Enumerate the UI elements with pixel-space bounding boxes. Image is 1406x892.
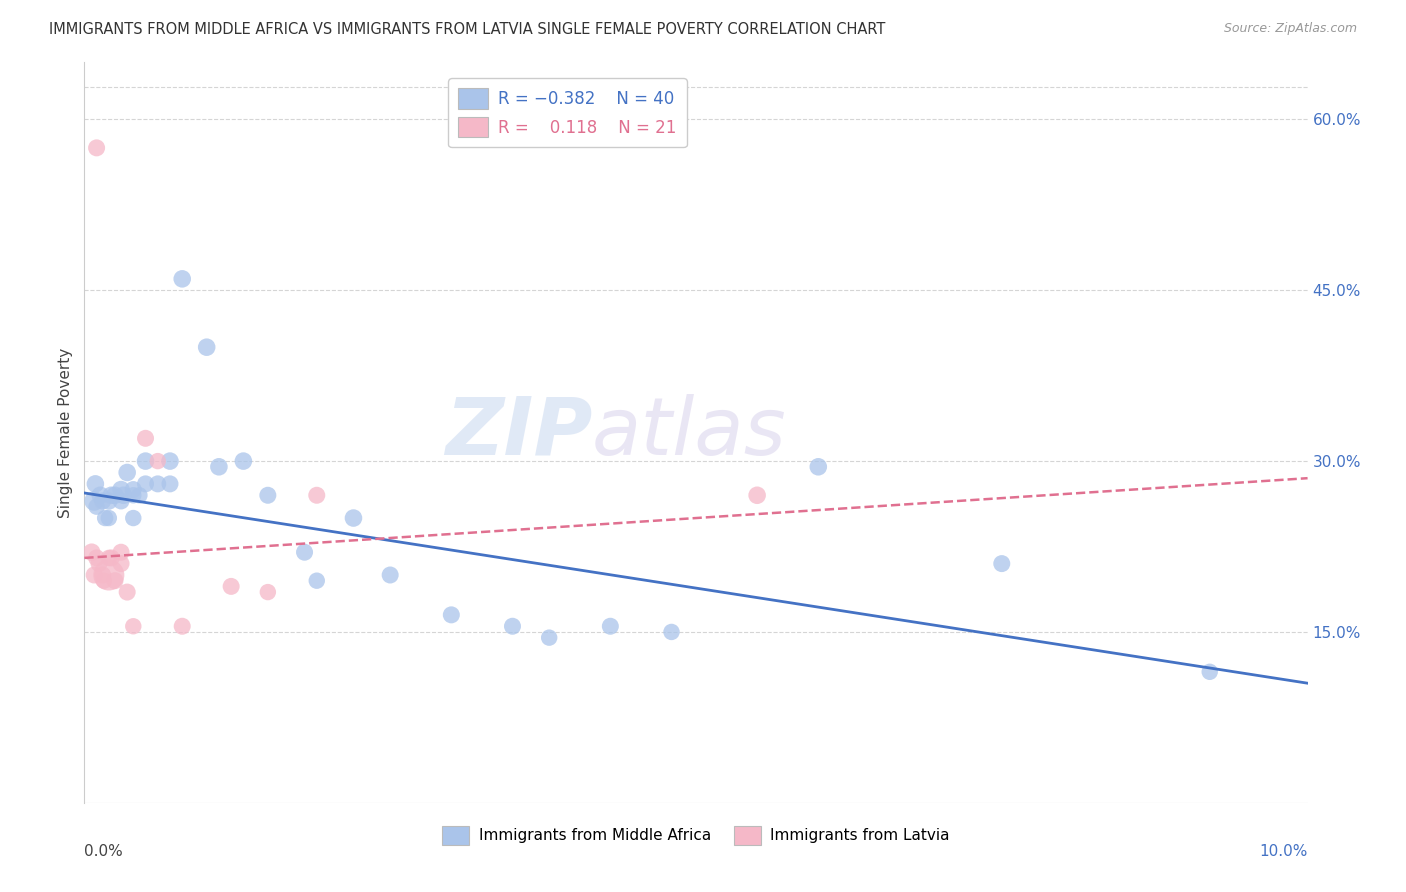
- Point: [122, 619, 145, 633]
- Point: [87, 557, 110, 571]
- Point: [146, 476, 169, 491]
- Point: [97, 568, 120, 582]
- Point: [1198, 665, 1220, 679]
- Point: [172, 619, 194, 633]
- Point: [195, 340, 218, 354]
- Point: [305, 488, 328, 502]
- Point: [97, 494, 120, 508]
- Point: [86, 141, 108, 155]
- Text: 0.0%: 0.0%: [84, 844, 124, 858]
- Point: [208, 459, 231, 474]
- Point: [89, 488, 111, 502]
- Point: [110, 557, 132, 571]
- Point: [122, 488, 145, 502]
- Point: [86, 550, 108, 565]
- Text: 10.0%: 10.0%: [1260, 844, 1308, 858]
- Point: [122, 483, 145, 497]
- Text: atlas: atlas: [592, 393, 787, 472]
- Legend: Immigrants from Middle Africa, Immigrants from Latvia: Immigrants from Middle Africa, Immigrant…: [436, 820, 956, 851]
- Point: [159, 454, 181, 468]
- Point: [104, 574, 127, 588]
- Point: [86, 500, 108, 514]
- Point: [135, 454, 157, 468]
- Point: [380, 568, 402, 582]
- Point: [91, 568, 114, 582]
- Text: IMMIGRANTS FROM MIDDLE AFRICA VS IMMIGRANTS FROM LATVIA SINGLE FEMALE POVERTY CO: IMMIGRANTS FROM MIDDLE AFRICA VS IMMIGRA…: [49, 22, 886, 37]
- Point: [257, 585, 280, 599]
- Point: [110, 494, 132, 508]
- Point: [97, 511, 120, 525]
- Y-axis label: Single Female Poverty: Single Female Poverty: [58, 348, 73, 517]
- Point: [257, 488, 280, 502]
- Point: [100, 488, 122, 502]
- Point: [115, 585, 138, 599]
- Point: [122, 511, 145, 525]
- Point: [91, 494, 114, 508]
- Point: [110, 545, 132, 559]
- Point: [538, 631, 561, 645]
- Point: [747, 488, 769, 502]
- Point: [100, 550, 122, 565]
- Point: [305, 574, 328, 588]
- Point: [80, 545, 103, 559]
- Point: [219, 579, 242, 593]
- Point: [991, 557, 1014, 571]
- Point: [294, 545, 316, 559]
- Point: [146, 454, 169, 468]
- Point: [172, 272, 194, 286]
- Point: [135, 476, 157, 491]
- Point: [93, 574, 115, 588]
- Point: [94, 511, 117, 525]
- Point: [110, 483, 132, 497]
- Point: [135, 431, 157, 445]
- Point: [97, 550, 120, 565]
- Text: ZIP: ZIP: [444, 393, 592, 472]
- Point: [84, 476, 107, 491]
- Point: [440, 607, 463, 622]
- Point: [159, 476, 181, 491]
- Point: [115, 466, 138, 480]
- Point: [661, 624, 683, 639]
- Point: [128, 488, 150, 502]
- Point: [232, 454, 254, 468]
- Point: [502, 619, 524, 633]
- Point: [342, 511, 364, 525]
- Point: [112, 488, 135, 502]
- Point: [599, 619, 621, 633]
- Point: [104, 488, 127, 502]
- Text: Source: ZipAtlas.com: Source: ZipAtlas.com: [1223, 22, 1357, 36]
- Point: [83, 568, 105, 582]
- Point: [83, 494, 105, 508]
- Point: [807, 459, 830, 474]
